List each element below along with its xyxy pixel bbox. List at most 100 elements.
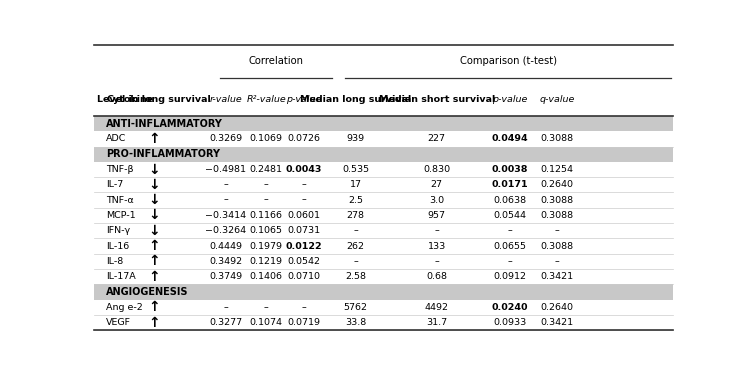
- Text: 17: 17: [349, 180, 361, 189]
- Text: Median long survival: Median long survival: [300, 95, 411, 104]
- Bar: [94, 193, 673, 208]
- Text: IL-7: IL-7: [106, 180, 123, 189]
- Text: ANGIOGENESIS: ANGIOGENESIS: [106, 287, 188, 297]
- Text: IFN-γ: IFN-γ: [106, 226, 130, 235]
- Text: ↓: ↓: [149, 162, 160, 177]
- Text: –: –: [507, 226, 512, 235]
- Text: Level in long survival: Level in long survival: [97, 95, 211, 104]
- Text: –: –: [353, 257, 358, 266]
- Text: 0.1074: 0.1074: [250, 318, 283, 327]
- Text: –: –: [224, 196, 228, 205]
- Text: 0.3088: 0.3088: [541, 134, 574, 144]
- Text: 0.0726: 0.0726: [287, 134, 320, 144]
- Text: 0.0043: 0.0043: [286, 165, 322, 174]
- Text: Comparison (t-test): Comparison (t-test): [460, 56, 557, 66]
- Text: 227: 227: [428, 134, 446, 144]
- Bar: [94, 45, 673, 83]
- Bar: [94, 300, 673, 315]
- Text: 0.68: 0.68: [426, 272, 447, 281]
- Text: 0.0638: 0.0638: [493, 196, 527, 205]
- Text: 0.2640: 0.2640: [541, 180, 574, 189]
- Text: 957: 957: [428, 211, 446, 220]
- Text: 262: 262: [346, 242, 364, 250]
- Text: –: –: [507, 257, 512, 266]
- Text: 0.1979: 0.1979: [250, 242, 283, 250]
- Text: −0.3264: −0.3264: [205, 226, 246, 235]
- Text: 0.3277: 0.3277: [209, 318, 242, 327]
- Bar: [94, 131, 673, 147]
- Text: –: –: [555, 226, 560, 235]
- Text: IL-8: IL-8: [106, 257, 123, 266]
- Text: ↑: ↑: [149, 316, 160, 329]
- Text: 0.830: 0.830: [423, 165, 450, 174]
- Text: 939: 939: [346, 134, 364, 144]
- Text: VEGF: VEGF: [106, 318, 131, 327]
- Text: 0.1065: 0.1065: [250, 226, 283, 235]
- Text: ↓: ↓: [149, 209, 160, 222]
- Text: Correlation: Correlation: [248, 56, 304, 66]
- Text: 0.1219: 0.1219: [250, 257, 283, 266]
- Text: 0.2640: 0.2640: [541, 303, 574, 312]
- Bar: [94, 83, 673, 116]
- Text: ↑: ↑: [149, 300, 160, 314]
- Text: TNF-α: TNF-α: [106, 196, 134, 205]
- Bar: [94, 239, 673, 254]
- Text: –: –: [301, 303, 307, 312]
- Text: 3.0: 3.0: [429, 196, 444, 205]
- Text: IL-17A: IL-17A: [106, 272, 136, 281]
- Text: –: –: [435, 257, 439, 266]
- Text: –: –: [301, 196, 307, 205]
- Text: –: –: [435, 226, 439, 235]
- Text: 0.535: 0.535: [342, 165, 369, 174]
- Text: 0.1254: 0.1254: [541, 165, 574, 174]
- Text: 133: 133: [428, 242, 446, 250]
- Bar: [94, 254, 673, 269]
- Text: p-value: p-value: [492, 95, 527, 104]
- Text: –: –: [264, 303, 269, 312]
- Text: ↓: ↓: [149, 193, 160, 207]
- Bar: [94, 223, 673, 239]
- Text: 0.0544: 0.0544: [493, 211, 527, 220]
- Text: 0.0494: 0.0494: [491, 134, 528, 144]
- Text: 0.0719: 0.0719: [287, 318, 320, 327]
- Bar: [94, 269, 673, 284]
- Text: −0.4981: −0.4981: [205, 165, 246, 174]
- Text: ADC: ADC: [106, 134, 126, 144]
- Text: 0.1069: 0.1069: [250, 134, 283, 144]
- Text: 0.3421: 0.3421: [541, 272, 574, 281]
- Text: –: –: [264, 196, 269, 205]
- Text: 27: 27: [431, 180, 443, 189]
- Text: 0.1166: 0.1166: [250, 211, 283, 220]
- Text: 0.0240: 0.0240: [491, 303, 528, 312]
- Text: 31.7: 31.7: [426, 318, 447, 327]
- Text: Median short survival: Median short survival: [378, 95, 495, 104]
- Text: MCP-1: MCP-1: [106, 211, 136, 220]
- Text: ↑: ↑: [149, 132, 160, 146]
- Text: 0.0171: 0.0171: [491, 180, 528, 189]
- Text: 0.0542: 0.0542: [287, 257, 320, 266]
- Text: ↓: ↓: [149, 178, 160, 192]
- Text: 0.3088: 0.3088: [541, 242, 574, 250]
- Text: 0.3088: 0.3088: [541, 196, 574, 205]
- Text: 0.3492: 0.3492: [209, 257, 242, 266]
- Text: ↑: ↑: [149, 270, 160, 283]
- Text: 0.0912: 0.0912: [493, 272, 527, 281]
- Text: 0.1406: 0.1406: [250, 272, 283, 281]
- Text: –: –: [264, 180, 269, 189]
- Text: Cytokine: Cytokine: [106, 95, 153, 104]
- Text: ↓: ↓: [149, 224, 160, 238]
- Text: 5762: 5762: [343, 303, 367, 312]
- Text: 33.8: 33.8: [345, 318, 367, 327]
- Bar: [94, 162, 673, 177]
- Text: –: –: [555, 257, 560, 266]
- Bar: [94, 284, 673, 300]
- Text: 0.0731: 0.0731: [287, 226, 320, 235]
- Text: Ang e-2: Ang e-2: [106, 303, 143, 312]
- Text: –: –: [301, 180, 307, 189]
- Text: R²-value: R²-value: [246, 95, 286, 104]
- Text: 0.0122: 0.0122: [286, 242, 322, 250]
- Bar: [94, 315, 673, 330]
- Bar: [94, 177, 673, 193]
- Text: –: –: [353, 226, 358, 235]
- Text: PRO-INFLAMMATORY: PRO-INFLAMMATORY: [106, 149, 220, 159]
